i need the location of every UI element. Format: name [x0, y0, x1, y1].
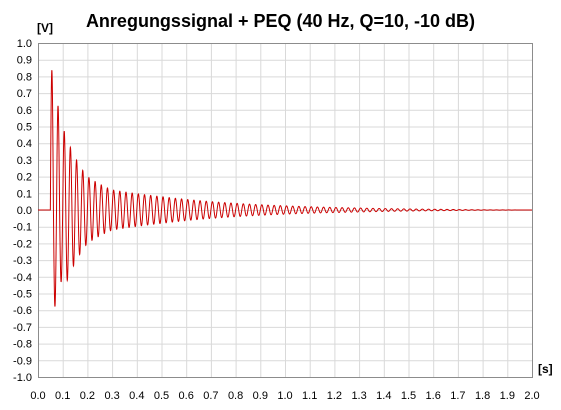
y-tick-label: -0.6: [13, 305, 32, 317]
x-tick-label: 0.3: [104, 390, 119, 402]
x-tick-label: 0.6: [179, 390, 194, 402]
x-tick-label: 1.2: [327, 390, 342, 402]
x-tick-label: 0.2: [80, 390, 95, 402]
series-group: [38, 70, 533, 307]
x-tick-label: 0.8: [228, 390, 243, 402]
x-tick-label: 1.1: [302, 390, 317, 402]
y-tick-label: 0.9: [17, 55, 32, 67]
x-tick-label: 1.6: [426, 390, 441, 402]
grid: [38, 43, 533, 378]
y-tick-label: 0.0: [17, 205, 32, 217]
y-tick-label: -1.0: [13, 372, 32, 384]
y-tick-label: -0.4: [13, 272, 32, 284]
y-axis-label: [V]: [37, 21, 53, 35]
y-tick-label: 0.2: [17, 172, 32, 184]
y-tick-label: -0.5: [13, 289, 32, 301]
x-tick-label: 2.0: [524, 390, 539, 402]
series-line: [38, 70, 533, 307]
x-tick-label: 1.4: [376, 390, 391, 402]
x-tick-label: 1.7: [450, 390, 465, 402]
y-tick-label: -0.8: [13, 339, 32, 351]
y-tick-label: -0.2: [13, 238, 32, 250]
y-tick-label: 1.0: [17, 38, 32, 50]
x-tick-label: 0.9: [253, 390, 268, 402]
chart-title: Anregungssignal + PEQ (40 Hz, Q=10, -10 …: [85, 11, 476, 31]
x-tick-label: 1.8: [475, 390, 490, 402]
y-tick-label: -0.1: [13, 222, 32, 234]
x-tick-label: 1.5: [401, 390, 416, 402]
y-tick-label: -0.3: [13, 255, 32, 267]
y-tick-label: 0.6: [17, 105, 32, 117]
x-tick-label: 0.1: [55, 390, 70, 402]
x-tick-label: 0.5: [154, 390, 169, 402]
x-tick-label: 1.9: [500, 390, 515, 402]
y-tick-label: 0.3: [17, 155, 32, 167]
x-tick-labels: 0.0 0.1 0.2 0.3 0.4 0.5 0.6 0.7 0.8 0.9 1.0 1.1 1.2 1…: [30, 390, 539, 402]
x-tick-label: 1.3: [351, 390, 366, 402]
y-tick-label: -0.7: [13, 322, 32, 334]
x-tick-label: 0.0: [30, 390, 45, 402]
y-tick-label: 0.1: [17, 188, 32, 200]
y-tick-label: -0.9: [13, 355, 32, 367]
y-tick-label: 0.4: [17, 138, 32, 150]
x-axis-label: [s]: [538, 362, 553, 376]
y-tick-label: 0.5: [17, 122, 32, 134]
x-tick-label: 0.7: [203, 390, 218, 402]
y-tick-label: 0.8: [17, 71, 32, 83]
x-tick-label: 1.0: [277, 390, 292, 402]
x-tick-label: 0.4: [129, 390, 144, 402]
y-tick-label: 0.7: [17, 88, 32, 100]
y-tick-labels: 1.0 0.9 0.8 0.7 0.6 0.5 0.4 0.3 0.2 0.1 0.0 -0.1 -0.…: [13, 38, 32, 384]
